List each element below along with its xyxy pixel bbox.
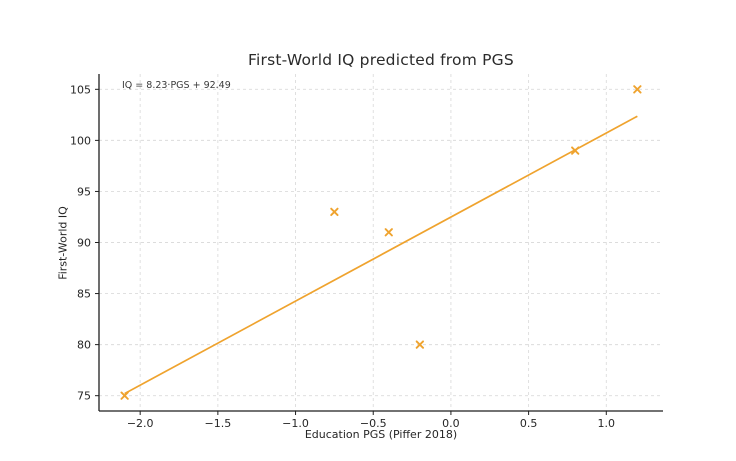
y-tick-label: 75 [77,390,91,403]
x-tick-label: −1.0 [282,417,309,430]
x-tick-label: −1.5 [205,417,232,430]
y-tick-label: 95 [77,185,91,198]
y-tick-label: 90 [77,237,91,250]
x-tick-label: 0.5 [520,417,538,430]
x-tick-label: 0.0 [442,417,460,430]
data-point-marker [120,391,129,400]
y-tick-label: 85 [77,288,91,301]
fit-equation-annotation: IQ = 8.23·PGS + 92.49 [122,80,231,91]
x-tick-label: −0.5 [360,417,387,430]
y-tick-label: 80 [77,339,91,352]
x-tick-label: −2.0 [127,417,154,430]
data-point-marker [384,228,393,237]
x-axis-label: Education PGS (Piffer 2018) [304,428,458,441]
x-tick-label: 1.0 [598,417,616,430]
regression-line [124,115,638,395]
y-axis-label: First-World IQ [56,206,70,280]
data-point-marker [330,207,339,217]
data-point-marker [571,146,580,155]
chart-title: First-World IQ predicted from PGS [248,51,514,69]
data-point-marker [633,85,642,94]
y-tick-label: 105 [70,83,91,96]
data-point-marker [415,340,424,349]
y-tick-label: 100 [70,134,91,147]
